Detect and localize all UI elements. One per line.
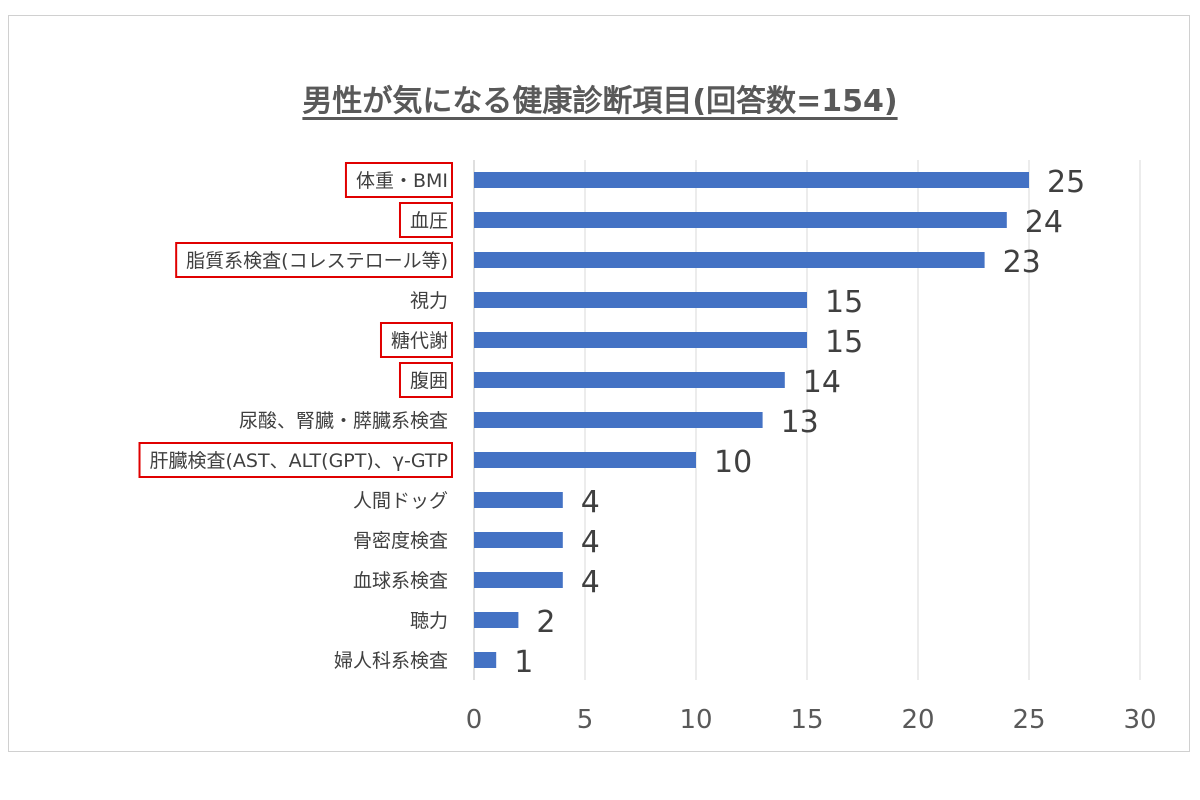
chart-frame [8,15,1190,752]
bar [474,292,807,308]
data-label: 4 [581,485,600,520]
x-tick-label: 0 [466,705,483,735]
data-label: 25 [1047,165,1085,200]
data-label: 23 [1003,245,1041,280]
category-label: 脂質系検査(コレステロール等) [186,250,448,272]
bar [474,252,985,268]
category-label: 聴力 [410,610,448,632]
category-label: 肝臓検査(AST、ALT(GPT)、γ-GTP [150,450,448,472]
data-label: 4 [581,525,600,560]
category-label: 人間ドッグ [353,490,448,512]
category-label: 体重・BMI [356,170,448,192]
highlight-box [379,322,453,358]
bar [474,492,563,508]
bar [474,332,807,348]
data-label: 1 [514,645,533,680]
bar [474,172,1029,188]
category-label: 糖代謝 [391,330,448,352]
bar [474,212,1007,228]
category-label: 視力 [410,290,448,312]
highlight-box [398,362,453,398]
highlight-box [175,242,453,278]
highlight-box [344,162,453,198]
x-tick-label: 20 [901,705,934,735]
bar [474,532,563,548]
x-tick-label: 5 [577,705,594,735]
data-label: 10 [714,445,752,480]
highlight-box [398,202,453,238]
data-label: 4 [581,565,600,600]
x-tick-label: 30 [1123,705,1156,735]
category-label: 骨密度検査 [353,530,448,552]
bar [474,572,563,588]
category-label: 尿酸、腎臓・膵臓系検査 [239,410,448,432]
x-tick-label: 25 [1012,705,1045,735]
chart-title-text: 男性が気になる健康診断項目(回答数=154) [302,84,898,119]
category-label: 血圧 [410,210,448,232]
category-label: 血球系検査 [353,570,448,592]
highlight-box [138,442,453,478]
data-label: 15 [825,285,863,320]
bar [474,612,519,628]
bar [474,412,763,428]
data-label: 15 [825,325,863,360]
x-tick-label: 15 [790,705,823,735]
bar [474,652,497,668]
category-label: 婦人科系検査 [334,650,448,672]
data-label: 2 [536,605,555,640]
bar [474,452,696,468]
data-label: 24 [1025,205,1063,240]
x-tick-label: 10 [679,705,712,735]
data-label: 14 [803,365,841,400]
category-label: 腹囲 [410,370,448,392]
chart-title: 男性が気になる健康診断項目(回答数=154) [0,76,1200,120]
bar [474,372,785,388]
data-label: 13 [781,405,819,440]
